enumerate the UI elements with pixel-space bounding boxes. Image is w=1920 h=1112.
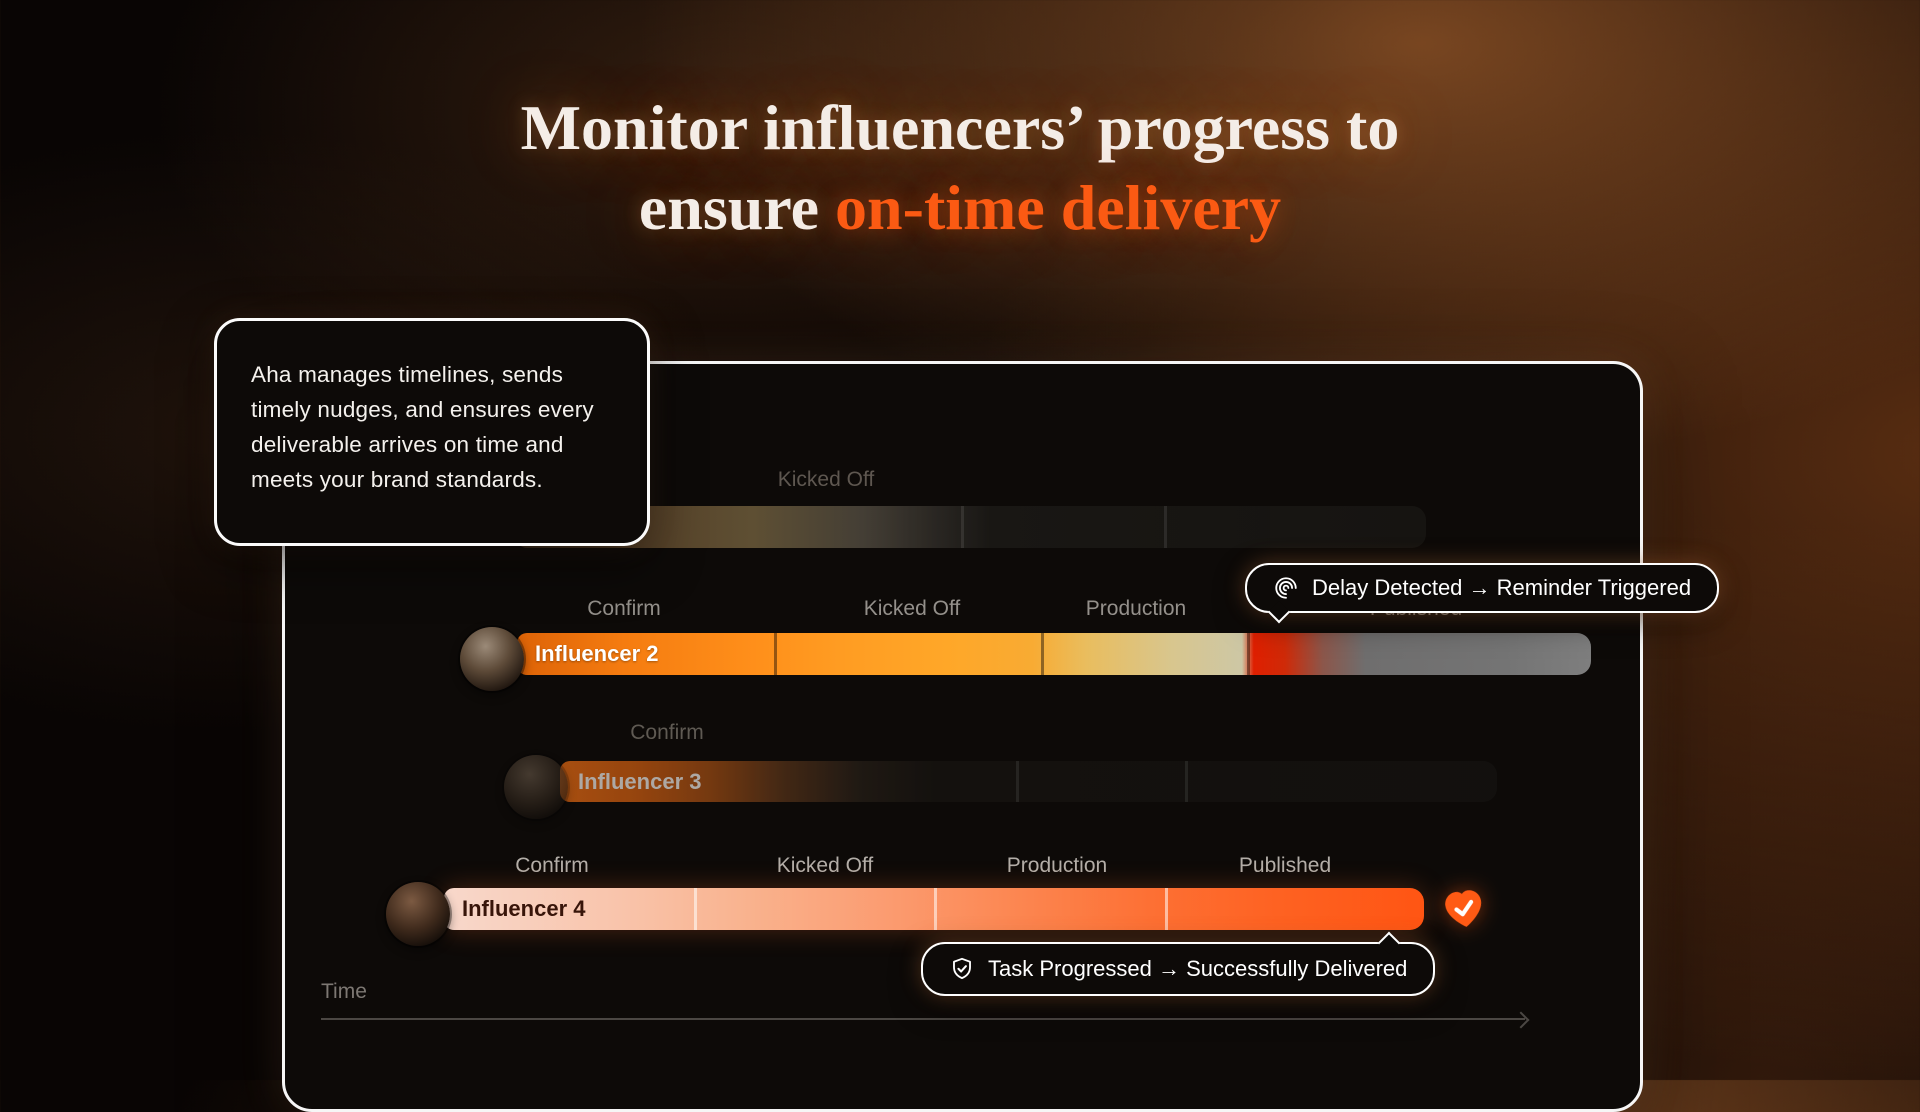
timeline-bar-influencer-4: Influencer 4 (444, 888, 1424, 930)
delay-callout-label: Delay Detected → Reminder Triggered (1312, 575, 1692, 600)
time-axis-arrow-icon (1512, 1011, 1530, 1029)
page-title-line2: ensure on-time delivery (0, 168, 1920, 248)
stage-divider (960, 506, 964, 548)
influencer-4-avatar (386, 882, 450, 946)
stage-divider (773, 633, 777, 675)
stage-divider (1041, 633, 1045, 675)
stage-divider (934, 888, 937, 930)
info-tooltip-card: Aha manages timelines, sends timely nudg… (214, 318, 650, 546)
time-axis-label: Time (321, 980, 367, 1003)
influencer-2-name: Influencer 2 (535, 641, 659, 666)
page-title-line1: Monitor influencers’ progress to (520, 92, 1400, 163)
stage-label-confirm: Confirm (587, 597, 661, 620)
timeline-bar-influencer-1 (517, 506, 1426, 548)
stage-label-production: Production (1085, 597, 1187, 620)
stage-divider (1165, 888, 1169, 930)
callout-tail (1378, 931, 1401, 955)
stage-label-published: Published (1238, 854, 1332, 877)
stage-divider (1164, 506, 1168, 548)
success-callout: Task Progressed → Successfully Delivered (921, 931, 1436, 996)
page-title: Monitor influencers’ progress to ensure … (0, 88, 1920, 248)
delivered-heart-check-icon (1437, 882, 1491, 936)
influencer-3-avatar (504, 755, 568, 819)
nudge-spiral-icon (1275, 577, 1297, 599)
stage-label-kicked-off: Kicked Off (777, 468, 875, 491)
callout-tail (1267, 600, 1291, 624)
page-title-line2-regular: ensure (638, 172, 836, 243)
delay-callout: Delay Detected → Reminder Triggered (1245, 563, 1720, 624)
stage-divider (1016, 761, 1020, 802)
stage-label-confirm: Confirm (630, 721, 704, 744)
influencer-2-avatar (460, 627, 524, 691)
page-title-line2-highlight: on-time delivery (835, 172, 1282, 243)
tooltip-text-line: deliverable arrives on time and (251, 432, 564, 457)
stage-label-kicked-off: Kicked Off (863, 597, 961, 620)
stage-label-kicked-off: Kicked Off (776, 854, 874, 877)
timeline-bar-influencer-2: Influencer 2 (517, 633, 1591, 675)
stage-divider (693, 888, 697, 930)
stage-divider (1247, 633, 1251, 675)
tooltip-text-line: meets your brand standards. (251, 467, 543, 492)
influencer-3-name: Influencer 3 (578, 768, 702, 794)
check-shield-icon (953, 957, 971, 980)
stage-divider (1184, 761, 1188, 802)
stage-label-production: Production (1006, 854, 1108, 877)
timeline-bar-influencer-3: Influencer 3 (560, 761, 1497, 802)
tooltip-text-line: timely nudges, and ensures every (251, 397, 594, 422)
tooltip-text-line: Aha manages timelines, sends (251, 362, 564, 387)
time-axis (321, 1011, 1530, 1029)
stage-label-confirm: Confirm (515, 854, 589, 877)
influencer-4-name: Influencer 4 (462, 896, 586, 921)
success-callout-label: Task Progressed → Successfully Delivered (988, 956, 1408, 981)
